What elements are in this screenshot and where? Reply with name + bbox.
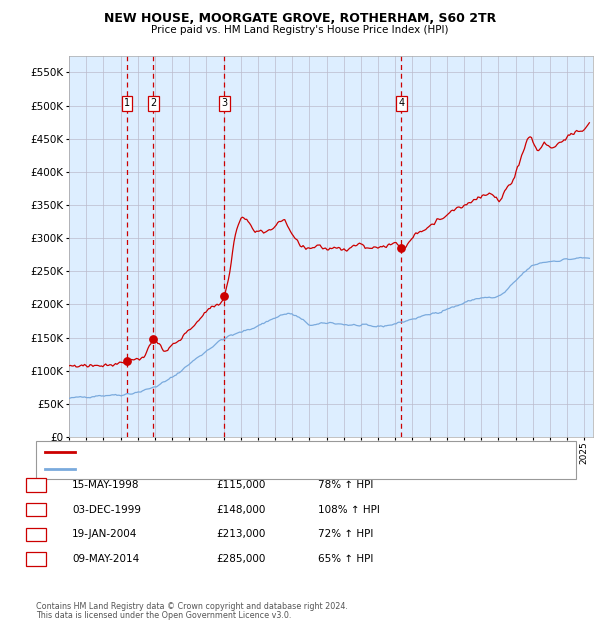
Text: £285,000: £285,000 [216, 554, 265, 564]
Text: 3: 3 [221, 99, 227, 108]
Text: 2: 2 [151, 99, 157, 108]
Text: 108% ↑ HPI: 108% ↑ HPI [318, 505, 380, 515]
Text: 3: 3 [32, 529, 40, 539]
Text: Contains HM Land Registry data © Crown copyright and database right 2024.: Contains HM Land Registry data © Crown c… [36, 602, 348, 611]
Point [149, 334, 158, 344]
Text: 03-DEC-1999: 03-DEC-1999 [72, 505, 141, 515]
Text: 19-JAN-2004: 19-JAN-2004 [72, 529, 137, 539]
Text: NEW HOUSE, MOORGATE GROVE, ROTHERHAM, S60 2TR: NEW HOUSE, MOORGATE GROVE, ROTHERHAM, S6… [104, 12, 496, 25]
Point [397, 243, 406, 253]
Text: 72% ↑ HPI: 72% ↑ HPI [318, 529, 373, 539]
Text: 1: 1 [32, 480, 40, 490]
Text: Price paid vs. HM Land Registry's House Price Index (HPI): Price paid vs. HM Land Registry's House … [151, 25, 449, 35]
Text: £148,000: £148,000 [216, 505, 265, 515]
Text: 1: 1 [124, 99, 130, 108]
Text: HPI: Average price, detached house, Rotherham: HPI: Average price, detached house, Roth… [79, 465, 296, 474]
Text: 4: 4 [398, 99, 404, 108]
Point [122, 356, 131, 366]
Text: 4: 4 [32, 554, 40, 564]
Text: 2: 2 [32, 505, 40, 515]
Text: This data is licensed under the Open Government Licence v3.0.: This data is licensed under the Open Gov… [36, 611, 292, 619]
Point [220, 291, 229, 301]
Text: 65% ↑ HPI: 65% ↑ HPI [318, 554, 373, 564]
Text: NEW HOUSE, MOORGATE GROVE, ROTHERHAM, S60 2TR (detached house): NEW HOUSE, MOORGATE GROVE, ROTHERHAM, S6… [79, 448, 416, 456]
Text: 09-MAY-2014: 09-MAY-2014 [72, 554, 139, 564]
Text: £115,000: £115,000 [216, 480, 265, 490]
Text: 78% ↑ HPI: 78% ↑ HPI [318, 480, 373, 490]
Text: 15-MAY-1998: 15-MAY-1998 [72, 480, 139, 490]
Text: £213,000: £213,000 [216, 529, 265, 539]
